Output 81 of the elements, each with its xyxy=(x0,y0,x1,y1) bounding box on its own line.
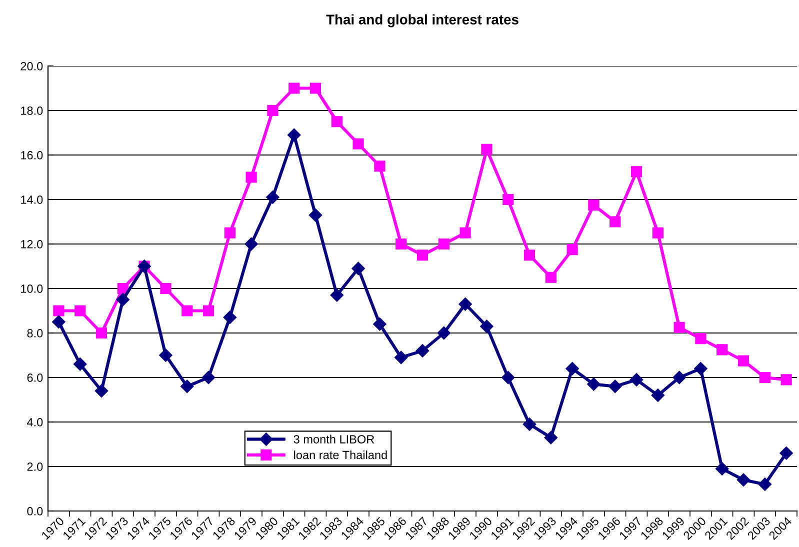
point xyxy=(182,305,193,316)
point xyxy=(394,350,408,364)
point xyxy=(780,374,792,386)
point xyxy=(652,227,664,238)
point xyxy=(53,305,64,316)
point xyxy=(481,144,492,155)
point xyxy=(610,216,621,228)
point xyxy=(74,358,87,371)
point xyxy=(458,297,472,311)
point xyxy=(674,322,685,333)
point xyxy=(780,446,793,460)
point xyxy=(116,293,130,306)
point xyxy=(267,104,278,116)
point xyxy=(374,160,386,172)
point xyxy=(160,282,172,294)
point xyxy=(310,82,322,94)
point xyxy=(566,244,578,256)
y-tick-label: 8.0 xyxy=(27,329,43,338)
point xyxy=(202,305,214,316)
point xyxy=(460,227,471,238)
point xyxy=(695,333,706,344)
y-tick-label: 4.0 xyxy=(27,418,43,426)
point xyxy=(736,473,750,486)
point xyxy=(694,362,708,376)
point xyxy=(480,320,494,333)
point xyxy=(202,370,216,384)
point xyxy=(331,116,342,128)
y-tick-label: 10.0 xyxy=(21,284,43,293)
point xyxy=(266,190,280,204)
y-tick-label: 6.0 xyxy=(27,374,43,382)
point xyxy=(759,372,770,384)
point xyxy=(159,348,172,362)
point xyxy=(246,172,257,183)
point xyxy=(396,238,407,250)
point xyxy=(416,344,430,358)
point xyxy=(522,418,536,431)
point xyxy=(288,128,301,142)
point xyxy=(180,380,194,393)
y-tick-label: 0.0 xyxy=(27,507,43,516)
point xyxy=(544,430,558,444)
point xyxy=(352,262,365,276)
chart-title: Thai and global interest rates xyxy=(326,14,518,28)
y-tick-label: 18.0 xyxy=(21,106,43,115)
point xyxy=(566,362,579,376)
point xyxy=(587,378,600,391)
point xyxy=(330,288,344,302)
y-tick-label: 12.0 xyxy=(21,240,43,248)
point xyxy=(738,355,750,366)
legend-label: 3 month LIBOR xyxy=(294,434,374,444)
point xyxy=(608,380,622,393)
point xyxy=(94,384,108,398)
point xyxy=(96,327,108,339)
point xyxy=(373,318,386,331)
point xyxy=(74,305,86,316)
point xyxy=(758,478,772,491)
y-tick-label: 20.0 xyxy=(20,62,43,70)
point xyxy=(223,310,236,324)
point xyxy=(52,315,66,328)
y-tick-label: 16.0 xyxy=(21,151,43,160)
point xyxy=(716,344,728,356)
point xyxy=(437,326,450,340)
point xyxy=(630,166,642,178)
y-tick-label: 14.0 xyxy=(21,196,43,204)
point xyxy=(524,250,536,261)
y-tick-label: 2.0 xyxy=(27,462,43,471)
point xyxy=(352,138,364,150)
point xyxy=(716,462,729,476)
point xyxy=(288,82,300,94)
point xyxy=(651,388,664,402)
point xyxy=(438,238,450,250)
legend-label: loan rate Thailand xyxy=(294,450,387,460)
point xyxy=(545,272,556,283)
point xyxy=(308,208,322,222)
point xyxy=(502,370,515,384)
point xyxy=(244,237,258,251)
point xyxy=(502,194,514,206)
point xyxy=(224,227,236,238)
point xyxy=(588,200,600,211)
point xyxy=(630,373,644,386)
point xyxy=(416,250,428,261)
point xyxy=(672,370,686,384)
